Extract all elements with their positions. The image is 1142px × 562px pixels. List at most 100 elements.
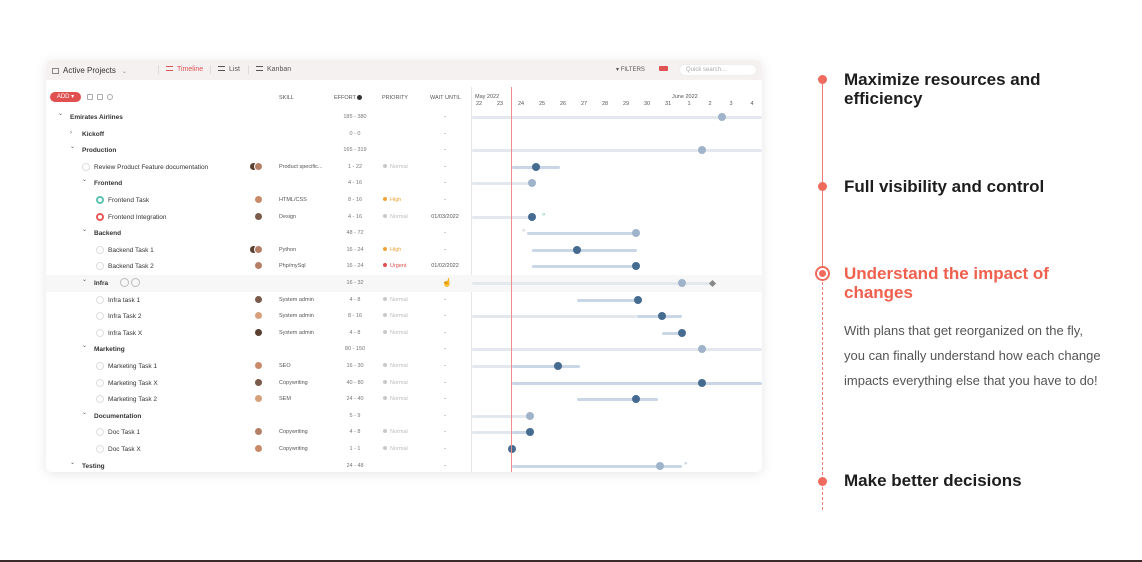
feature-title-active[interactable]: Understand the impact of changes [844,264,1049,302]
priority-cell[interactable]: Normal [383,446,408,452]
info-icon[interactable] [120,278,129,287]
wait-until-cell[interactable]: 01/02/2022 [431,263,459,270]
row-name[interactable]: Marketing Task X [108,379,158,387]
check-icon[interactable] [82,162,90,171]
group-row[interactable]: ⌄ Emirates Airlines 185 - 380 - [46,109,762,126]
expand-all-icon[interactable] [87,94,93,100]
priority-cell[interactable]: Normal [383,313,408,319]
table-row[interactable]: Marketing Task 1 SEO 16 - 30 Normal - [46,358,762,375]
row-name[interactable]: Infra task 1 [108,296,141,304]
priority-cell[interactable]: Normal [383,363,408,369]
row-name[interactable]: Infra Task 2 [108,313,142,321]
chevron-down-icon[interactable]: ⌄ [82,409,88,416]
wait-until-cell[interactable]: - [444,313,446,320]
priority-cell[interactable]: Normal [383,329,408,336]
wait-until-cell[interactable]: - [444,230,446,237]
tab-list[interactable]: List [218,66,240,73]
wait-until-cell[interactable]: - [444,197,446,203]
gantt-bar[interactable] [532,248,637,252]
milestone-dot[interactable] [526,411,534,420]
diamond-icon[interactable] [708,279,717,288]
row-name[interactable]: Frontend Task [108,197,150,204]
row-name[interactable]: Backend [94,230,122,238]
table-row[interactable]: Marketing Task 2 SEM 24 - 40 Normal - [46,391,762,408]
row-name[interactable]: Frontend [94,180,123,188]
row-name[interactable]: Marketing [94,346,125,354]
chevron-down-icon[interactable]: ⌄ [82,343,88,350]
milestone-dot[interactable] [632,229,640,238]
row-name[interactable]: Doc Task X [108,446,141,453]
check-icon[interactable] [96,328,104,337]
group-row[interactable]: ⌄ Frontend 4 - 16 - [46,175,762,192]
row-name[interactable]: Frontend Integration [108,213,167,221]
gantt-bar[interactable] [532,265,637,269]
milestone-dot[interactable] [528,179,536,188]
milestone-dot[interactable] [554,362,562,370]
wait-until-cell[interactable]: - [444,396,446,403]
wait-until-cell[interactable]: - [444,296,446,303]
group-row[interactable]: ⌄ Documentation 5 - 9 - [46,408,762,425]
gantt-bar[interactable] [512,381,762,385]
group-row[interactable]: ⌄ Backend 48 - 72 - » [46,225,762,242]
row-name[interactable]: Documentation [94,412,142,420]
row-name[interactable]: Infra [94,280,109,287]
chevron-right-icon[interactable]: › [70,129,72,136]
gantt-bar[interactable] [512,365,580,368]
group-row[interactable]: ⌄ Production 165 - 319 - [46,142,762,159]
priority-cell[interactable]: Normal [383,379,408,386]
table-row[interactable]: Backend Task 2 Php/mySql 16 - 24 Urgent 01/0… [46,258,762,275]
chevron-down-icon[interactable]: ⌄ [70,144,76,151]
row-name[interactable]: Backend Task 2 [108,263,154,271]
table-row[interactable]: Frontend Integration Design 4 - 16 Normal 01… [46,209,762,226]
gantt-bar[interactable] [512,431,532,435]
check-icon[interactable] [96,428,104,437]
check-icon[interactable] [96,378,104,387]
table-row[interactable]: Doc Task 1 Copywriting 4 - 8 Normal - [46,424,762,441]
wait-until-cell[interactable]: - [444,462,446,469]
wait-until-cell[interactable]: - [444,379,446,386]
milestone-dot[interactable] [508,445,516,453]
table-row[interactable]: Infra Task X System admin 4 - 8 Normal - [46,325,762,342]
check-icon[interactable] [96,445,104,453]
row-name[interactable]: Review Product Feature documentation [94,163,209,171]
row-name[interactable]: Backend Task 1 [108,246,154,254]
group-row[interactable]: ⌄ Testing 24 - 48 - » [46,458,762,472]
table-row[interactable]: Infra Task 2 System admin 8 - 16 Normal - [46,308,762,325]
wait-until-cell[interactable]: - [444,246,446,253]
milestone-dot[interactable] [532,162,540,171]
gantt-bar[interactable] [577,398,658,402]
row-name[interactable]: Infra Task X [108,329,143,337]
chevron-down-icon[interactable]: ⌄ [82,177,88,184]
project-selector[interactable]: Active Projects ⌄ [52,66,127,75]
priority-cell[interactable]: Normal [383,396,408,402]
check-icon[interactable] [96,362,104,370]
check-icon[interactable] [96,395,104,404]
priority-cell[interactable]: Urgent [383,263,407,269]
flag-icon[interactable] [659,66,668,71]
priority-cell[interactable]: High [383,197,401,203]
milestone-dot[interactable] [718,113,726,121]
table-row[interactable]: Review Product Feature documentation Prod… [46,159,762,176]
gantt-bar[interactable] [577,298,640,302]
group-row[interactable]: ⌄ Marketing 80 - 150 - [46,341,762,358]
more-icon[interactable] [131,278,140,287]
milestone-dot[interactable] [526,428,534,437]
chevron-down-icon[interactable]: ⌄ [82,277,88,283]
check-icon[interactable] [96,245,104,254]
priority-cell[interactable]: Normal [383,213,408,220]
milestone-dot[interactable] [678,328,686,337]
table-row[interactable]: Marketing Task X Copywriting 40 - 80 Normal… [46,375,762,392]
search-input[interactable]: Quick search... [679,64,757,76]
wait-until-cell[interactable]: - [444,363,446,369]
milestone-dot[interactable] [656,461,664,470]
add-button[interactable]: ADD ▾ [50,92,81,102]
milestone-dot[interactable] [573,245,581,254]
milestone-dot[interactable] [632,262,640,271]
wait-until-cell[interactable]: - [444,180,446,187]
tab-kanban[interactable]: Kanban [256,66,291,73]
milestone-dot[interactable] [698,146,706,155]
row-name[interactable]: Emirates Airlines [70,114,123,121]
wait-until-cell[interactable]: - [444,163,446,170]
feature-title[interactable]: Make better decisions [844,471,1022,490]
status-icon[interactable] [96,196,104,204]
